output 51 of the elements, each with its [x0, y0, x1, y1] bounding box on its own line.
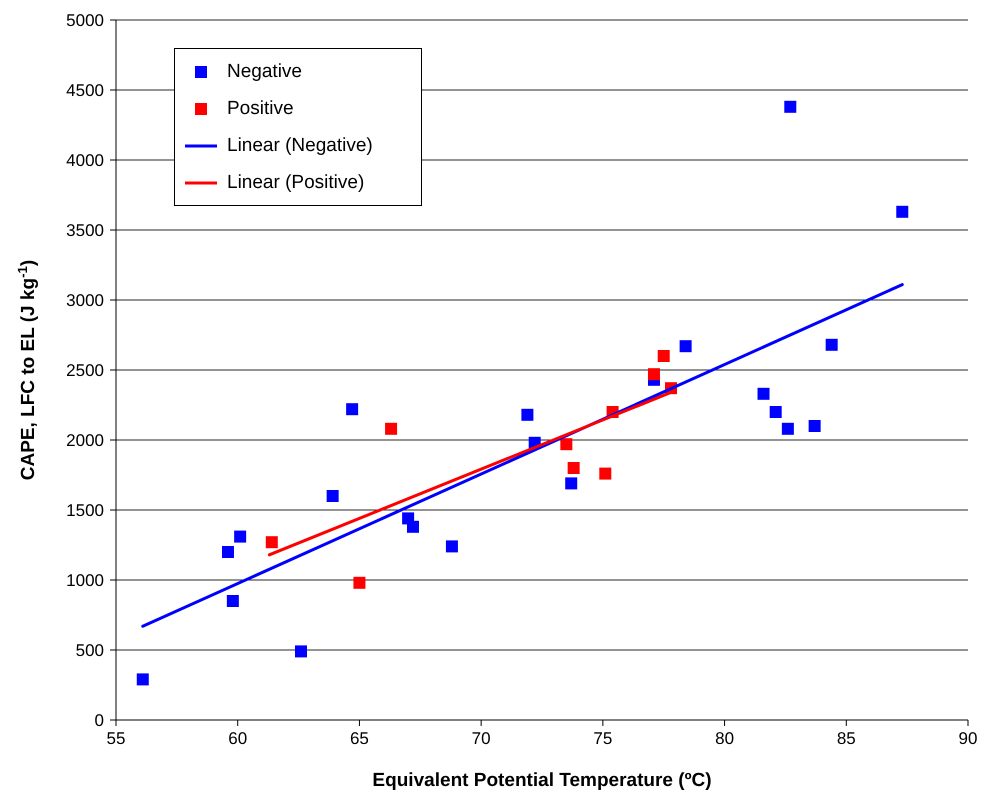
- point: [406, 520, 419, 533]
- point: [680, 340, 692, 352]
- point: [658, 350, 670, 362]
- y-tick-label: 500: [76, 641, 104, 660]
- y-tick-label: 3500: [66, 221, 104, 240]
- y-tick-label: 2500: [66, 361, 104, 380]
- point: [136, 673, 149, 686]
- x-tick-label: 55: [106, 729, 126, 748]
- point: [346, 403, 358, 416]
- point: [446, 540, 458, 552]
- point: [896, 206, 908, 218]
- point: [784, 100, 796, 113]
- point: [521, 408, 534, 421]
- x-tick-label: 65: [350, 729, 369, 748]
- point: [648, 368, 660, 380]
- legend-label: Positive: [227, 98, 294, 120]
- point: [226, 595, 239, 607]
- x-tick-label: 80: [715, 729, 734, 748]
- x-tick-label: 70: [472, 729, 491, 748]
- legend-label: Negative: [227, 60, 302, 82]
- point: [826, 338, 838, 351]
- x-axis-title: Equivalent Potential Temperature (ºC): [372, 770, 712, 791]
- x-tick-label: 60: [228, 729, 248, 748]
- point: [222, 546, 234, 558]
- y-tick-label: 1000: [66, 571, 104, 590]
- point: [568, 462, 580, 474]
- y-tick-label: 3000: [66, 291, 104, 310]
- x-tick-label: 85: [836, 729, 856, 748]
- point: [758, 388, 770, 400]
- y-tick-label: 2000: [66, 431, 104, 450]
- point: [385, 422, 398, 435]
- legend-label: Linear (Negative): [227, 134, 373, 156]
- x-tick-label: 75: [593, 729, 612, 748]
- point: [353, 576, 366, 589]
- point: [770, 406, 782, 418]
- y-tick-label: 5000: [66, 11, 104, 30]
- y-tick-label: 4500: [66, 81, 104, 100]
- point: [560, 438, 572, 450]
- point: [782, 422, 794, 435]
- y-tick-label: 0: [94, 711, 104, 730]
- point: [808, 420, 821, 432]
- point: [295, 645, 308, 658]
- point: [234, 530, 246, 543]
- x-tick-label: 90: [958, 729, 978, 748]
- point: [326, 490, 339, 502]
- point: [266, 536, 278, 548]
- point: [565, 477, 578, 490]
- y-tick-label: 4000: [66, 151, 104, 170]
- legend-label: Linear (Positive): [227, 172, 364, 194]
- y-tick-label: 1500: [66, 501, 104, 520]
- point: [599, 468, 612, 480]
